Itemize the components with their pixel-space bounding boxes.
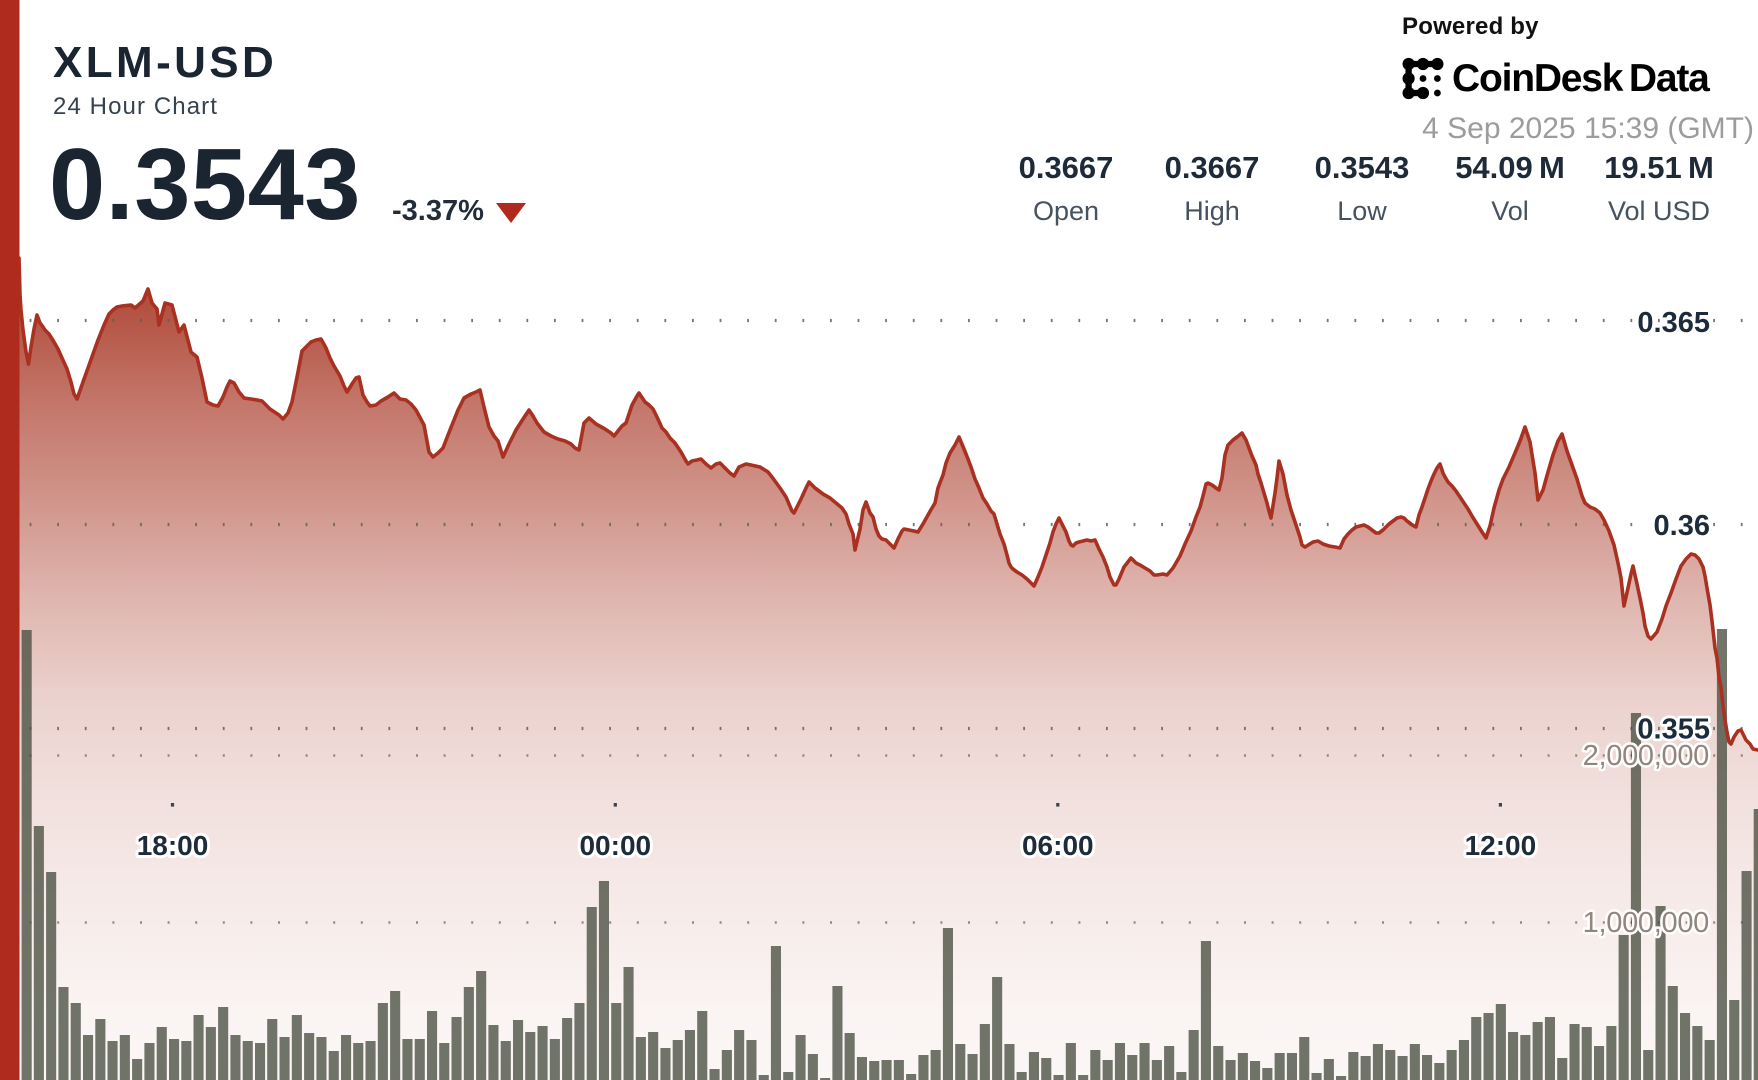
svg-text:0.355: 0.355 [1637,714,1710,746]
svg-text:18:00: 18:00 [137,830,209,861]
svg-text:0.36: 0.36 [1654,510,1710,542]
svg-text:00:00: 00:00 [579,830,651,861]
svg-text:1,000,000: 1,000,000 [1583,907,1709,939]
svg-text:12:00: 12:00 [1465,830,1537,861]
svg-text:2,000,000: 2,000,000 [1583,740,1709,772]
svg-text:06:00: 06:00 [1022,830,1094,861]
svg-text:0.365: 0.365 [1637,307,1710,339]
